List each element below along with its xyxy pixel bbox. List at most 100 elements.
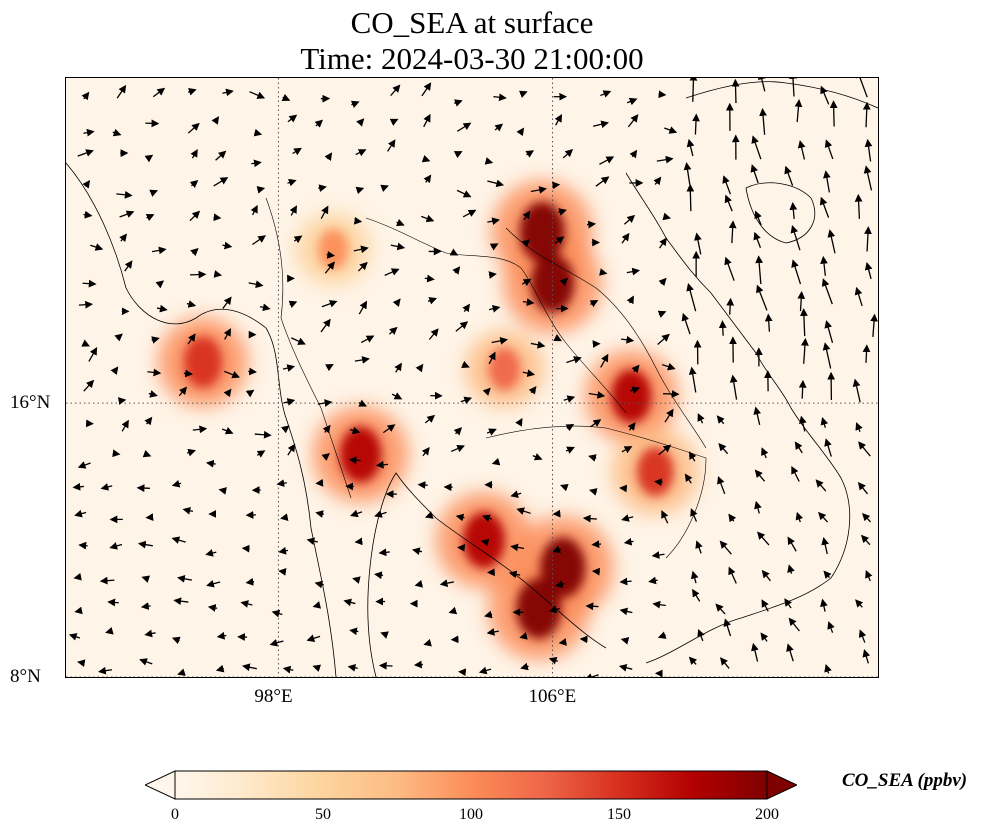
wind-vector-arrow — [183, 369, 194, 378]
wind-vector-arrow — [387, 139, 396, 152]
wind-vector-arrow — [862, 512, 872, 523]
wind-vector-arrow — [530, 340, 546, 349]
wind-vector-arrow — [588, 391, 606, 399]
wind-vector-arrow — [658, 277, 667, 287]
wind-vector-arrow — [487, 179, 505, 188]
colorbar-tick-label: 150 — [607, 806, 631, 823]
wind-vector-arrow — [657, 310, 667, 318]
wind-vector-arrow — [858, 629, 867, 643]
wind-vector-arrow — [171, 636, 181, 645]
wind-vector-arrow — [588, 454, 597, 462]
latitude-tick-label: 8°N — [10, 666, 41, 687]
wind-vector-arrow — [287, 178, 297, 187]
wind-vector-arrow — [242, 663, 257, 672]
wind-vector-arrow — [824, 320, 834, 343]
wind-vector-arrow — [553, 334, 562, 342]
wind-vector-arrow — [186, 448, 196, 457]
wind-vector-arrow — [761, 447, 769, 459]
wind-vector-arrow — [856, 78, 868, 98]
wind-vector-arrow — [282, 364, 296, 372]
wind-vector-arrow — [761, 569, 771, 582]
wind-vector-arrow — [312, 601, 322, 609]
wind-vector-arrow — [599, 156, 615, 165]
wind-vector-arrow — [314, 580, 324, 589]
wind-vector-arrow — [522, 298, 535, 307]
wind-vector-arrow — [68, 633, 81, 641]
wind-vector-arrow — [595, 176, 610, 187]
wind-vector-arrow — [688, 656, 698, 665]
co-hotspot — [488, 347, 521, 391]
wind-vector-arrow — [794, 441, 803, 454]
coastline-south-china — [685, 81, 878, 109]
wind-vector-arrow — [424, 274, 435, 283]
co-hotspot — [339, 426, 382, 483]
wind-vector-arrow — [251, 159, 262, 168]
wind-vector-arrow — [661, 510, 669, 524]
wind-vector-arrow — [424, 511, 434, 519]
colorbar-label: CO_SEA (ppbv) — [842, 770, 968, 791]
wind-vector-arrow — [152, 87, 166, 98]
wind-vector-arrow — [139, 658, 153, 666]
wind-vector-arrow — [178, 386, 188, 397]
wind-vector-arrow — [348, 456, 361, 465]
wind-vector-arrow — [206, 579, 221, 588]
latitude-tick-label: 16°N — [10, 392, 51, 414]
wind-vector-arrow — [352, 576, 361, 584]
wind-vector-arrow — [171, 536, 186, 544]
wind-vector-arrow — [751, 642, 759, 662]
wind-vector-arrow — [852, 378, 861, 403]
wind-vector-arrow — [119, 233, 128, 243]
wind-vector-arrow — [252, 235, 266, 246]
wind-vector-arrow — [562, 149, 574, 159]
wind-vector-arrow — [453, 427, 463, 436]
co-hotspot — [611, 369, 652, 424]
wind-vector-arrow — [653, 176, 662, 186]
wind-vector-arrow — [797, 290, 806, 312]
wind-vector-arrow — [729, 374, 738, 400]
wind-vector-arrow — [455, 513, 465, 522]
wind-vector-arrow — [515, 417, 523, 427]
wind-vector-arrow — [827, 621, 835, 633]
wind-vector-arrow — [857, 481, 869, 495]
wind-vector-arrow — [756, 284, 768, 311]
wind-vector-arrow — [349, 627, 359, 636]
wind-vector-arrow — [800, 308, 808, 337]
colorbar-gradient — [174, 770, 768, 800]
wind-vector-arrow — [629, 149, 638, 159]
wind-vector-arrow — [283, 398, 296, 406]
wind-vector-arrow — [690, 508, 698, 522]
wind-vector-arrow — [249, 91, 266, 99]
wind-vector-arrow — [488, 271, 497, 279]
wind-vector-arrow — [620, 335, 635, 344]
longitude-tick-label: 98°E — [254, 686, 293, 707]
wind-vector-arrow — [72, 482, 84, 491]
wind-vector-arrow — [863, 165, 873, 191]
wind-vector-arrow — [415, 363, 424, 373]
wind-vector-arrow — [683, 162, 692, 185]
wind-vector-arrow — [790, 225, 801, 251]
wind-vector-arrow — [223, 388, 232, 398]
border-thailand-laos — [365, 217, 627, 414]
wind-vector-arrow — [189, 210, 201, 222]
wind-vector-arrow — [827, 229, 836, 254]
wind-vector-arrow — [648, 576, 658, 585]
wind-vector-arrow — [626, 97, 638, 106]
wind-vector-arrow — [862, 649, 871, 664]
wind-vector-arrow — [484, 157, 494, 165]
wind-vector-arrow — [554, 236, 565, 245]
wind-vector-arrow — [657, 631, 667, 639]
wind-vector-arrow — [455, 321, 469, 332]
wind-vector-arrow — [171, 479, 182, 488]
wind-vector-arrow — [627, 114, 639, 128]
wind-vector-arrow — [245, 389, 255, 398]
wind-vector-arrow — [213, 177, 229, 187]
wind-vector-arrow — [390, 242, 406, 251]
longitude-tick-label: 106°E — [528, 686, 577, 707]
wind-vector-arrow — [690, 570, 699, 584]
wind-vector-arrow — [718, 320, 727, 336]
colorbar-tick-label: 200 — [755, 806, 779, 823]
wind-vector-arrow — [658, 90, 667, 99]
wind-vector-arrow — [215, 664, 225, 673]
wind-vector-arrow — [486, 428, 497, 436]
wind-vector-arrow — [530, 186, 547, 194]
